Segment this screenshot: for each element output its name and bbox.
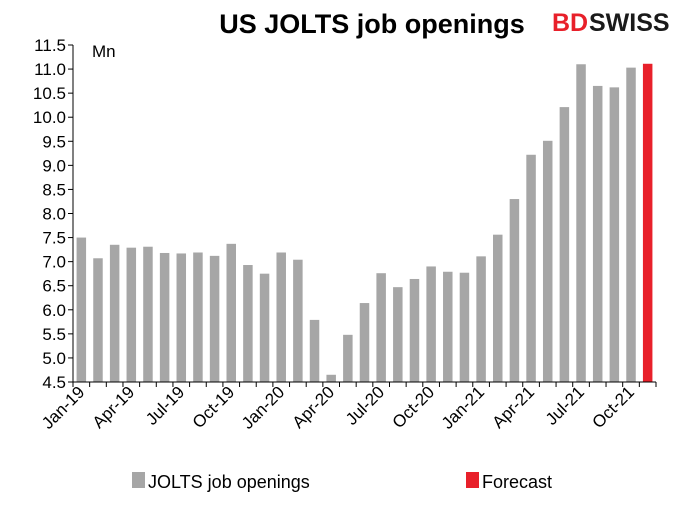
x-tick-label: Oct-20 [389,383,439,433]
y-tick-label: 10.0 [33,108,66,127]
y-axis-ticks: 4.5 5.0 5.5 6.0 6.5 7.0 7.5 8.0 8.5 9.0 9.5 10.0 10.… [33,36,73,392]
bar-jolts [409,278,420,382]
y-tick-label: 11.0 [34,60,66,79]
axes [72,45,657,387]
y-tick-label: 5.5 [42,325,66,344]
y-tick-label: 11.5 [34,36,66,55]
y-tick-label: 8.5 [42,180,66,199]
bar-jolts [243,265,253,382]
legend-swatch [132,472,145,488]
legend: JOLTS job openings Forecast [132,472,552,492]
x-tick-label: Apr-19 [89,383,139,433]
bar-jolts [526,154,536,382]
bar-jolts [143,246,153,382]
bar-jolts [626,67,636,383]
bar-jolts [426,266,436,382]
y-tick-label: 6.0 [42,301,66,320]
bar-jolts [542,140,553,382]
bar-jolts [592,85,603,383]
legend-label: JOLTS job openings [148,472,310,492]
bar-jolts [209,255,220,382]
x-tick-label: Oct-21 [589,383,639,433]
bar-jolts [193,252,203,382]
bar-jolts [509,199,520,382]
x-tick-label: Jul-20 [342,383,388,429]
bar-jolts [126,247,137,382]
x-tick-label: Jul-19 [142,383,188,429]
bar-jolts [276,252,286,382]
bar-jolts [559,107,570,383]
x-tick-label: Jan-20 [238,383,288,433]
bar-jolts [293,259,303,382]
bar-jolts [326,374,336,382]
bar-jolts [443,271,453,382]
x-tick-label: Apr-21 [489,383,539,433]
x-tick-label: Jan-21 [438,383,488,433]
bar-jolts [109,244,120,382]
logo-bd: BD [552,9,588,37]
bar-jolts [609,87,620,382]
x-axis-ticks: Jan-19 Apr-19 Jul-19 Oct-19 Jan-20 Apr-20 Jul-… [38,383,638,433]
y-tick-label: 5.0 [42,349,66,368]
bars [76,63,653,383]
bar-jolts [343,334,353,382]
bar-jolts [393,287,403,382]
logo-swiss: SWISS [589,9,670,37]
y-tick-label: 4.5 [42,373,66,392]
x-tick-label: Apr-20 [289,383,339,433]
y-tick-label: 9.5 [42,132,66,151]
legend-label: Forecast [482,472,552,492]
bar-jolts [259,273,270,382]
bar-jolts [93,258,103,382]
bar-jolts [359,303,370,382]
bar-forecast [642,63,653,382]
legend-swatch [466,472,479,488]
bar-jolts [226,243,236,382]
y-tick-label: 7.5 [42,229,66,248]
y-tick-label: 10.5 [33,84,66,103]
unit-label: Mn [92,42,116,61]
chart-title: US JOLTS job openings [219,9,525,39]
bar-jolts [309,319,320,382]
bar-jolts [159,252,170,382]
y-tick-label: 7.0 [42,253,66,272]
bar-jolts [476,256,486,382]
y-tick-label: 8.0 [42,205,66,224]
brand-logo: BD SWISS [552,9,670,37]
bar-jolts [576,64,586,382]
y-tick-label: 6.5 [42,277,66,296]
x-tick-label: Jul-21 [542,383,588,429]
bar-jolts [493,234,503,382]
bar-jolts [76,237,87,382]
bar-jolts [176,253,187,382]
x-tick-label: Oct-19 [189,383,239,433]
y-tick-label: 9.0 [42,156,66,175]
bar-jolts [376,273,386,382]
bar-jolts [459,272,470,382]
